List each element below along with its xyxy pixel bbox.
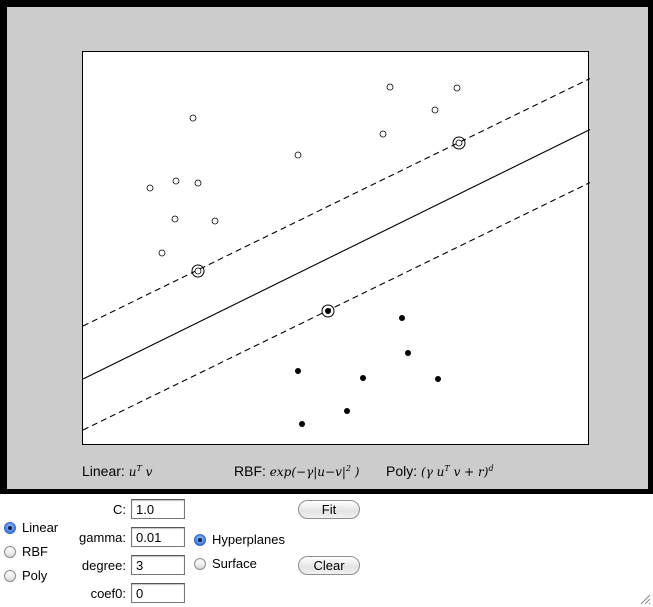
point-class-b bbox=[295, 368, 301, 374]
plot-area[interactable] bbox=[82, 51, 590, 446]
margin-line bbox=[83, 181, 590, 431]
point-class-a bbox=[211, 217, 219, 225]
poly-kernel-name: Poly: bbox=[386, 463, 418, 479]
support-vector-ring bbox=[321, 304, 335, 318]
linear-kernel-formula: uT v bbox=[128, 464, 153, 479]
point-class-b bbox=[360, 375, 366, 381]
point-class-a bbox=[158, 249, 166, 257]
rbf-kernel-formula: exp(−γ|u−v|2 ) bbox=[269, 464, 360, 479]
point-class-a bbox=[189, 114, 197, 122]
point-class-a bbox=[294, 151, 302, 159]
poly-kernel-formula: (γ uT v + r)d bbox=[421, 464, 494, 479]
poly-kernel-label: Poly: (γ uT v + r)d bbox=[386, 463, 494, 479]
decision-boundary bbox=[83, 128, 590, 380]
point-class-b bbox=[299, 421, 305, 427]
point-class-b bbox=[435, 376, 441, 382]
radio-unchecked-icon bbox=[4, 545, 16, 558]
rbf-kernel-label: RBF: exp(−γ|u−v|2 ) bbox=[234, 463, 359, 479]
kernel-radio-linear-label: Linear bbox=[22, 520, 59, 535]
point-class-a bbox=[453, 84, 461, 92]
c-input[interactable] bbox=[131, 499, 185, 519]
kernel-radio-rbf-label: RBF bbox=[22, 544, 48, 559]
gamma-label: gamma: bbox=[79, 530, 126, 545]
margin-line bbox=[83, 77, 590, 327]
point-class-a bbox=[171, 215, 179, 223]
point-class-b bbox=[344, 408, 350, 414]
kernel-radio-poly[interactable]: Poly bbox=[4, 568, 47, 583]
point-class-a bbox=[172, 177, 180, 185]
point-class-a bbox=[386, 83, 394, 91]
coef0-input[interactable] bbox=[131, 583, 185, 603]
point-class-a bbox=[431, 106, 439, 114]
rbf-kernel-name: RBF: bbox=[234, 463, 266, 479]
radio-unchecked-icon bbox=[4, 569, 16, 582]
point-class-a bbox=[455, 139, 463, 147]
gamma-input[interactable] bbox=[131, 527, 185, 547]
radio-checked-icon bbox=[4, 521, 16, 534]
point-class-a bbox=[146, 184, 154, 192]
point-class-b bbox=[399, 315, 405, 321]
radio-unchecked-icon bbox=[194, 557, 206, 570]
fit-button[interactable]: Fit bbox=[298, 500, 360, 519]
c-label: C: bbox=[113, 502, 126, 517]
display-radio-hyperplanes[interactable]: Hyperplanes bbox=[194, 532, 285, 547]
display-radio-surface-label: Surface bbox=[212, 556, 257, 571]
display-radio-hyperplanes-label: Hyperplanes bbox=[212, 532, 285, 547]
resize-grip-icon[interactable] bbox=[639, 593, 651, 605]
point-class-b bbox=[325, 308, 331, 314]
degree-input[interactable] bbox=[131, 555, 185, 575]
display-radio-surface[interactable]: Surface bbox=[194, 556, 257, 571]
point-class-a bbox=[194, 179, 202, 187]
kernel-radio-linear[interactable]: Linear bbox=[4, 520, 58, 535]
point-class-a bbox=[194, 267, 202, 275]
plot-svg[interactable] bbox=[83, 52, 590, 446]
degree-label: degree: bbox=[81, 558, 126, 573]
linear-kernel-label: Linear: uT v bbox=[82, 463, 152, 479]
support-vector-ring bbox=[191, 264, 205, 278]
kernel-radio-poly-label: Poly bbox=[22, 568, 48, 583]
clear-button[interactable]: Clear bbox=[298, 556, 360, 575]
radio-checked-icon bbox=[194, 533, 206, 546]
linear-kernel-name: Linear: bbox=[82, 463, 125, 479]
support-vector-ring bbox=[452, 136, 466, 150]
point-class-b bbox=[405, 350, 411, 356]
point-class-a bbox=[379, 130, 387, 138]
coef0-label: coef0: bbox=[90, 586, 126, 601]
kernel-radio-rbf[interactable]: RBF bbox=[4, 544, 48, 559]
